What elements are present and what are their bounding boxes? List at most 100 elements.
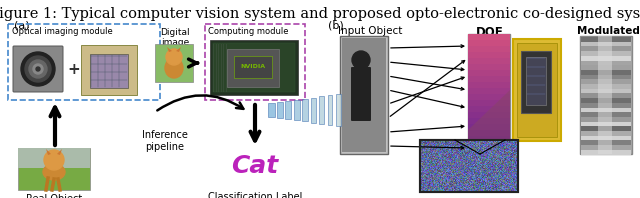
- FancyBboxPatch shape: [340, 36, 388, 154]
- Circle shape: [166, 49, 182, 65]
- Bar: [581, 89, 631, 93]
- FancyBboxPatch shape: [517, 43, 557, 137]
- Ellipse shape: [43, 164, 65, 180]
- Bar: [468, 88, 510, 94]
- Bar: [468, 34, 510, 40]
- Circle shape: [29, 60, 47, 78]
- Bar: [581, 140, 631, 145]
- Bar: [468, 106, 510, 112]
- FancyBboxPatch shape: [302, 99, 308, 121]
- Text: Cat: Cat: [232, 154, 278, 178]
- Bar: [581, 65, 631, 70]
- Text: (b): (b): [328, 20, 344, 30]
- FancyBboxPatch shape: [227, 49, 279, 87]
- Bar: [468, 52, 510, 58]
- Text: Modulated
Image: Modulated Image: [577, 26, 639, 48]
- Polygon shape: [167, 47, 172, 52]
- Text: Figure 1: Typical computer vision system and proposed opto-electronic co-designe: Figure 1: Typical computer vision system…: [0, 7, 640, 21]
- FancyBboxPatch shape: [513, 39, 561, 141]
- Text: Computing module: Computing module: [208, 27, 289, 36]
- FancyBboxPatch shape: [18, 148, 90, 168]
- Bar: [468, 142, 510, 148]
- FancyBboxPatch shape: [155, 44, 193, 82]
- Bar: [468, 64, 510, 70]
- Bar: [581, 117, 631, 122]
- Polygon shape: [57, 149, 62, 155]
- FancyBboxPatch shape: [468, 34, 510, 154]
- Circle shape: [44, 150, 64, 170]
- Bar: [468, 136, 510, 142]
- Bar: [581, 51, 631, 56]
- Text: NVIDIA: NVIDIA: [241, 65, 266, 69]
- Bar: [581, 93, 631, 98]
- FancyBboxPatch shape: [319, 96, 324, 124]
- Bar: [581, 37, 631, 42]
- Bar: [598, 36, 612, 154]
- FancyBboxPatch shape: [328, 95, 332, 125]
- Bar: [581, 42, 631, 46]
- FancyBboxPatch shape: [213, 43, 295, 92]
- FancyBboxPatch shape: [285, 101, 291, 119]
- Bar: [468, 148, 510, 154]
- Bar: [581, 136, 631, 140]
- FancyBboxPatch shape: [351, 67, 371, 121]
- Bar: [468, 94, 510, 100]
- Bar: [468, 40, 510, 46]
- Bar: [468, 76, 510, 82]
- Text: Real Object: Real Object: [26, 194, 82, 198]
- Bar: [8, 24, 160, 100]
- Polygon shape: [176, 47, 181, 52]
- Bar: [205, 24, 305, 100]
- Bar: [581, 98, 631, 103]
- Bar: [468, 70, 510, 76]
- Text: Input Object: Input Object: [338, 26, 402, 36]
- Text: DOE: DOE: [476, 26, 504, 39]
- Bar: [581, 56, 631, 61]
- Text: Optical imaging module: Optical imaging module: [12, 27, 113, 36]
- Bar: [581, 145, 631, 150]
- FancyBboxPatch shape: [336, 94, 340, 126]
- FancyBboxPatch shape: [18, 148, 90, 190]
- FancyBboxPatch shape: [13, 46, 63, 92]
- Circle shape: [352, 51, 370, 69]
- FancyBboxPatch shape: [268, 103, 275, 117]
- Bar: [468, 46, 510, 52]
- Circle shape: [36, 67, 40, 71]
- FancyBboxPatch shape: [276, 102, 283, 118]
- Bar: [468, 124, 510, 130]
- Bar: [468, 130, 510, 136]
- Bar: [581, 103, 631, 108]
- Circle shape: [25, 56, 51, 82]
- Polygon shape: [46, 149, 51, 155]
- Bar: [581, 150, 631, 154]
- FancyBboxPatch shape: [90, 54, 128, 88]
- Bar: [581, 70, 631, 75]
- FancyBboxPatch shape: [294, 100, 300, 120]
- Bar: [468, 82, 510, 88]
- Bar: [581, 61, 631, 65]
- FancyBboxPatch shape: [580, 36, 632, 154]
- FancyBboxPatch shape: [420, 140, 518, 192]
- Text: Digital
image: Digital image: [160, 28, 190, 47]
- Bar: [581, 126, 631, 131]
- Text: Classification Label: Classification Label: [208, 192, 302, 198]
- Bar: [468, 58, 510, 64]
- Circle shape: [33, 64, 43, 74]
- Text: Inference
pipeline: Inference pipeline: [142, 130, 188, 152]
- FancyBboxPatch shape: [521, 51, 551, 113]
- Bar: [468, 112, 510, 118]
- Bar: [468, 100, 510, 106]
- Bar: [581, 122, 631, 126]
- FancyBboxPatch shape: [342, 38, 386, 152]
- Bar: [581, 84, 631, 89]
- Text: (a): (a): [14, 20, 29, 30]
- Bar: [468, 118, 510, 124]
- FancyBboxPatch shape: [234, 56, 272, 78]
- Text: +: +: [68, 62, 81, 76]
- Bar: [581, 46, 631, 51]
- FancyBboxPatch shape: [310, 97, 316, 123]
- FancyBboxPatch shape: [210, 40, 298, 95]
- FancyArrowPatch shape: [157, 95, 243, 110]
- FancyBboxPatch shape: [526, 57, 546, 105]
- Bar: [581, 108, 631, 112]
